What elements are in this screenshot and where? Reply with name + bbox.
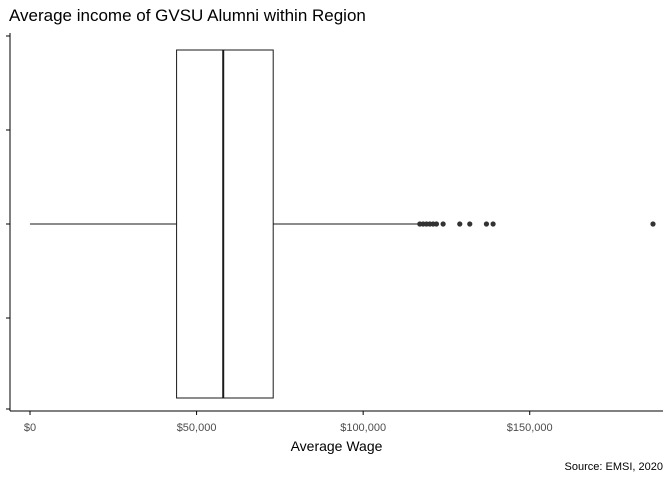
outlier-point [440,221,446,227]
x-axis-title: Average Wage [291,438,383,454]
boxplot [29,49,420,399]
chart-title: Average income of GVSU Alumni within Reg… [9,6,366,25]
axis-labels: Average Wage Source: EMSI, 2020 [291,438,663,473]
interquartile-box [176,49,274,399]
x-tick-label: $100,000 [340,422,386,434]
x-tick-label: $150,000 [507,422,553,434]
outlier-point [490,221,496,227]
outlier-points [417,221,656,227]
source-caption: Source: EMSI, 2020 [565,461,663,473]
x-tick-label: $50,000 [177,422,217,434]
outlier-point [483,221,490,227]
outlier-point [650,221,656,227]
outlier-point [467,221,473,227]
outlier-point [457,221,463,227]
x-tick-label: $0 [24,422,36,434]
axes: $0 $50,000 $100,000 $150,000 [6,33,663,434]
outlier-point [433,221,440,227]
